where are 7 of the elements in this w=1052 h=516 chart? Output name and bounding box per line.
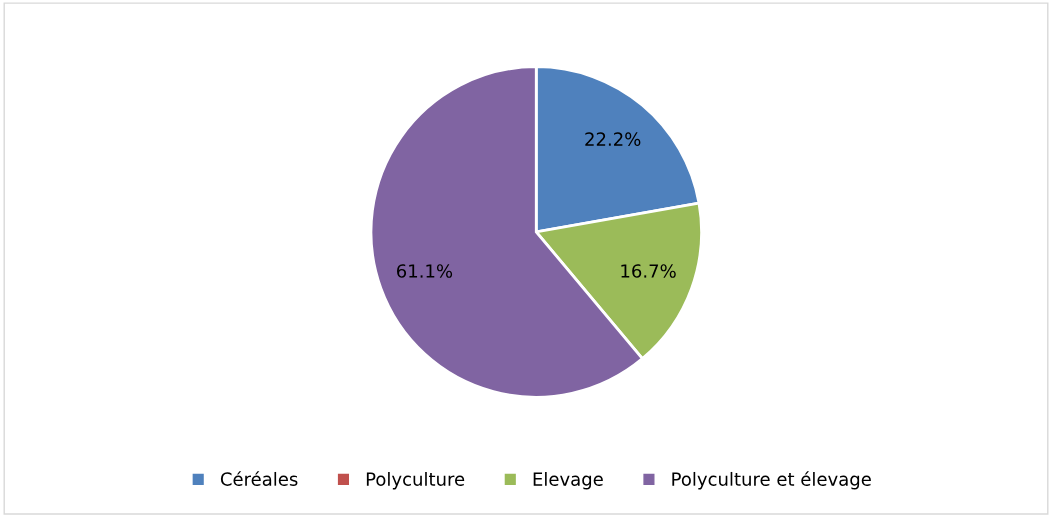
legend-label: Céréales — [220, 471, 298, 486]
legend-label: Polyculture et élevage — [672, 471, 871, 490]
legend-label: Polyculture — [366, 471, 465, 490]
data-label: 22.2% — [585, 132, 641, 146]
data-label: 61.1% — [397, 264, 453, 278]
data-label: 16.7% — [621, 264, 676, 278]
legend-label: Elevage — [533, 471, 603, 490]
